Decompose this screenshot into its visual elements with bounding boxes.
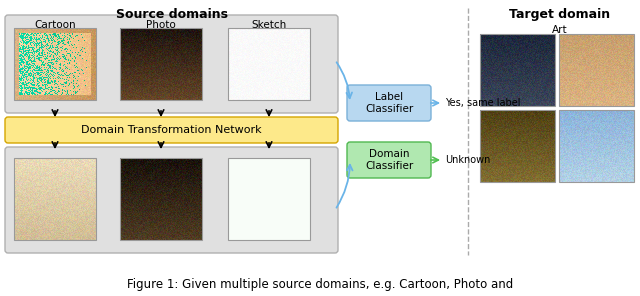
Text: Photo: Photo — [146, 20, 176, 30]
Bar — [480, 110, 555, 182]
Bar — [120, 28, 202, 100]
Bar — [228, 158, 310, 240]
Bar — [14, 158, 96, 240]
Text: Label
Classifier: Label Classifier — [365, 92, 413, 114]
Text: Source domains: Source domains — [115, 8, 227, 21]
FancyBboxPatch shape — [5, 117, 338, 143]
FancyBboxPatch shape — [5, 15, 338, 113]
Text: Domain
Classifier: Domain Classifier — [365, 149, 413, 171]
Text: Target domain: Target domain — [509, 8, 611, 21]
Text: Sketch: Sketch — [252, 20, 287, 30]
Bar — [480, 34, 555, 106]
FancyBboxPatch shape — [347, 85, 431, 121]
Text: Yes, same label: Yes, same label — [445, 98, 520, 108]
FancyBboxPatch shape — [347, 142, 431, 178]
Text: Art: Art — [552, 25, 568, 35]
Text: Unknown: Unknown — [445, 155, 490, 165]
Text: Domain Transformation Network: Domain Transformation Network — [81, 125, 262, 135]
Bar — [14, 28, 96, 100]
Bar — [120, 158, 202, 240]
Text: Figure 1: Given multiple source domains, e.g. Cartoon, Photo and: Figure 1: Given multiple source domains,… — [127, 278, 513, 291]
Bar — [559, 110, 634, 182]
Bar — [559, 34, 634, 106]
FancyBboxPatch shape — [5, 147, 338, 253]
Text: Cartoon: Cartoon — [34, 20, 76, 30]
Bar — [228, 28, 310, 100]
